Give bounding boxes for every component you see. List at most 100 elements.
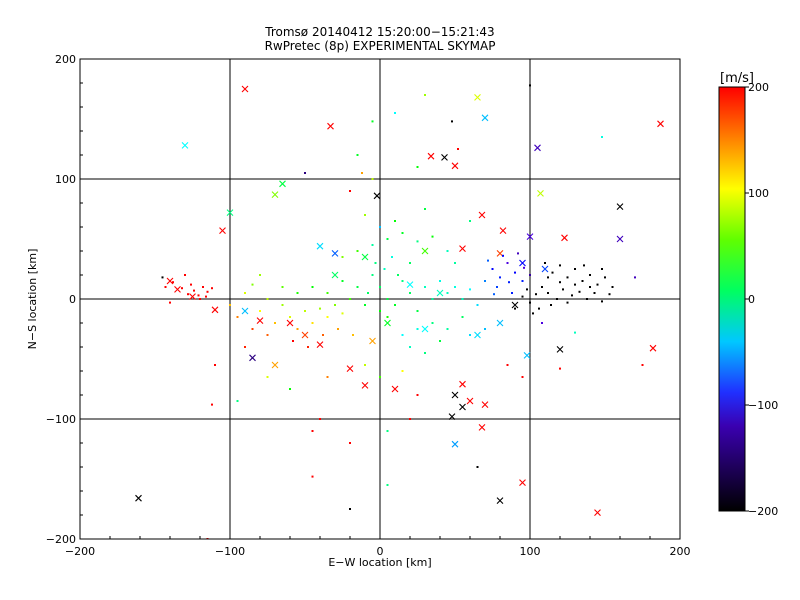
data-point-cross <box>174 286 181 293</box>
data-point-dot <box>197 294 200 297</box>
data-point-dot <box>409 292 411 294</box>
data-point-dot <box>394 304 396 306</box>
data-point-dot <box>611 286 614 288</box>
data-point-cross <box>316 242 324 250</box>
data-point-dot <box>476 304 479 306</box>
data-point-cross <box>249 354 256 362</box>
data-point-dot <box>574 268 576 270</box>
data-point-dot <box>431 298 434 300</box>
data-point-dot <box>311 286 314 288</box>
data-point-dot <box>416 310 419 312</box>
data-point-dot <box>386 238 389 240</box>
data-point-dot <box>529 274 531 276</box>
data-point-cross <box>541 265 549 273</box>
data-point-dot <box>454 286 456 288</box>
data-point-dot <box>641 364 644 366</box>
data-point-dot <box>551 271 554 274</box>
data-point-cross <box>271 191 279 198</box>
data-point-dot <box>322 334 324 336</box>
data-point-dot <box>541 322 543 324</box>
data-point-dot <box>326 316 329 318</box>
data-point-dot <box>439 280 441 282</box>
data-point-dot <box>634 276 636 279</box>
data-point-dot <box>469 288 471 291</box>
data-point-dot <box>266 298 269 300</box>
data-point-dot <box>517 252 519 255</box>
data-point-dot <box>431 235 434 238</box>
data-point-cross <box>271 361 279 369</box>
data-point-dot <box>416 328 419 330</box>
data-point-dot <box>541 286 543 288</box>
data-point-cross <box>441 154 448 161</box>
data-point-cross <box>657 120 664 128</box>
data-point-dot <box>266 376 269 378</box>
data-point-dot <box>307 346 309 348</box>
data-point-dot <box>416 240 419 243</box>
data-point-dot <box>244 292 246 294</box>
data-point-dot <box>259 310 261 312</box>
data-point-cross <box>331 250 339 257</box>
data-point-dot <box>596 283 599 286</box>
data-point-dot <box>356 286 359 288</box>
data-point-dot <box>547 292 549 294</box>
data-point-dot <box>304 310 306 312</box>
data-point-dot <box>391 256 393 258</box>
x-axis-ticks: −200 −100 0 100 200 <box>65 59 691 558</box>
data-point-dot <box>593 292 596 294</box>
data-point-cross <box>496 497 504 504</box>
data-point-dot <box>311 475 314 478</box>
data-point-dot <box>589 286 591 288</box>
data-point-dot <box>574 283 576 286</box>
data-points <box>135 84 664 539</box>
data-point-dot <box>469 220 471 222</box>
data-point-dot <box>205 295 207 298</box>
data-point-cross <box>361 382 369 389</box>
data-point-cross <box>496 319 504 327</box>
data-point-cross <box>451 162 459 170</box>
data-point-dot <box>289 388 291 390</box>
y-tick-label: 200 <box>55 53 76 66</box>
data-point-dot <box>521 295 524 298</box>
data-point-cross <box>481 401 489 408</box>
data-point-dot <box>319 307 321 310</box>
data-point-dot <box>371 120 374 123</box>
data-point-dot <box>535 293 537 296</box>
data-point-dot <box>364 214 366 216</box>
data-point-dot <box>589 274 591 276</box>
data-point-dot <box>199 298 201 300</box>
colorbar-tick-label: 200 <box>748 81 769 94</box>
y-tick-label: 100 <box>55 173 76 186</box>
data-point-dot <box>566 276 569 279</box>
data-point-cross <box>459 245 466 252</box>
data-point-dot <box>424 352 426 354</box>
data-point-cross <box>466 397 474 405</box>
data-point-dot <box>386 484 389 486</box>
data-point-dot <box>281 286 284 288</box>
data-point-cross <box>616 235 624 243</box>
x-tick-label: 100 <box>520 545 541 558</box>
data-point-dot <box>172 281 174 284</box>
data-point-dot <box>496 286 498 288</box>
data-point-dot <box>259 274 261 276</box>
data-point-dot <box>493 293 495 296</box>
y-tick-label: 0 <box>69 293 76 306</box>
data-point-dot <box>190 283 192 286</box>
data-point-dot <box>383 268 386 270</box>
data-point-cross <box>421 325 429 333</box>
data-point-dot <box>529 84 531 87</box>
data-point-dot <box>292 340 294 342</box>
data-point-cross <box>537 190 544 197</box>
data-point-dot <box>559 281 561 284</box>
data-point-dot <box>349 508 351 510</box>
data-point-dot <box>581 280 584 282</box>
data-point-cross <box>594 509 601 516</box>
data-point-dot <box>379 376 381 378</box>
data-point-dot <box>491 268 494 270</box>
data-point-dot <box>371 178 374 180</box>
data-point-dot <box>337 328 339 330</box>
data-point-cross <box>511 301 519 309</box>
data-point-cross <box>478 424 486 431</box>
data-point-cross <box>226 209 234 216</box>
data-point-cross <box>316 341 324 348</box>
data-point-dot <box>578 290 581 293</box>
